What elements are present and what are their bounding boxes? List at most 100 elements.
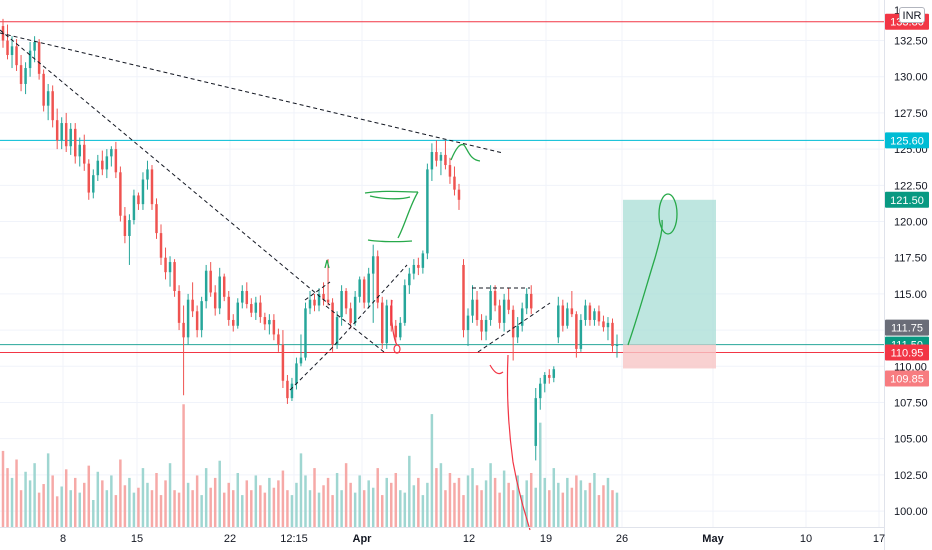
volume-bar bbox=[295, 482, 298, 527]
time-tick-label: 12 bbox=[463, 533, 475, 545]
price-tick-label: 107.50 bbox=[894, 397, 928, 409]
volume-bar bbox=[403, 492, 407, 527]
candle-body bbox=[430, 152, 434, 170]
candle-body bbox=[480, 319, 483, 332]
volume-bar bbox=[195, 475, 199, 527]
volume-bar bbox=[146, 482, 149, 527]
candle-body bbox=[51, 91, 54, 121]
flag-line-bottom[interactable] bbox=[477, 302, 551, 353]
wedge-line-left-up[interactable] bbox=[304, 281, 331, 301]
volume-bar bbox=[484, 480, 488, 527]
volume-bar bbox=[548, 490, 551, 527]
volume-bar bbox=[37, 492, 41, 527]
price-axis[interactable]: 132.50130.00127.50125.00122.50120.00117.… bbox=[884, 0, 928, 550]
volume-bar bbox=[539, 422, 542, 527]
freehand-target-arrow[interactable] bbox=[627, 219, 663, 346]
volume-bar bbox=[417, 477, 420, 527]
volume-bar bbox=[182, 404, 185, 527]
candle-body bbox=[484, 319, 488, 332]
volume-bar bbox=[286, 490, 289, 527]
freehand-hook[interactable] bbox=[450, 143, 481, 162]
candle-body bbox=[33, 41, 36, 51]
cross-line-2[interactable] bbox=[329, 264, 408, 351]
volume-bar bbox=[317, 492, 321, 527]
volume-bar bbox=[471, 468, 474, 527]
candle-body bbox=[105, 156, 109, 170]
volume-bar bbox=[227, 482, 230, 527]
volume-bar bbox=[232, 490, 235, 527]
freehand-target-circle[interactable] bbox=[658, 193, 678, 235]
candle-body bbox=[412, 264, 416, 274]
candle-body bbox=[195, 311, 199, 331]
price-tag bbox=[885, 370, 929, 387]
candle-body bbox=[385, 305, 388, 344]
candle-body bbox=[475, 299, 479, 320]
price-tick-label: 115.00 bbox=[894, 289, 927, 301]
volume-bar bbox=[371, 487, 375, 527]
time-axis[interactable]: 8 15 22 12:15 Apr 12 19 26 May 10 17 bbox=[0, 527, 885, 546]
volume-bar bbox=[177, 492, 181, 527]
freehand-small-circle[interactable] bbox=[393, 344, 401, 354]
price-tick-label: 127.50 bbox=[894, 108, 928, 120]
price-tag-label: 111.75 bbox=[891, 323, 923, 335]
volume-bar bbox=[408, 455, 411, 527]
candle-body bbox=[150, 169, 154, 205]
candle-body bbox=[110, 149, 113, 157]
trendline-lower[interactable] bbox=[0, 29, 331, 306]
candle-body bbox=[602, 321, 605, 328]
freehand-red-curve[interactable] bbox=[390, 299, 398, 346]
wedge-line-left-down[interactable] bbox=[289, 349, 331, 391]
candle-body bbox=[453, 176, 456, 190]
volume-bar bbox=[155, 473, 158, 527]
candle-body bbox=[529, 293, 533, 309]
volume-bar bbox=[33, 463, 36, 527]
volume-bar bbox=[159, 495, 163, 527]
price-tag-label: 110.95 bbox=[891, 348, 924, 360]
volume-bar bbox=[290, 495, 294, 527]
volume-bar bbox=[299, 453, 303, 527]
candle-body bbox=[511, 309, 515, 338]
volume-bar bbox=[362, 490, 366, 527]
volume-bar bbox=[6, 468, 9, 527]
volume-bar bbox=[399, 490, 402, 527]
candle-body bbox=[177, 291, 181, 323]
volume-bar bbox=[453, 482, 456, 527]
trendline-upper[interactable] bbox=[0, 32, 504, 154]
candle-body bbox=[64, 123, 68, 147]
candle-body bbox=[28, 50, 32, 69]
freehand-tick[interactable] bbox=[324, 259, 330, 269]
currency-label[interactable]: INR bbox=[899, 7, 925, 23]
volume-bar bbox=[141, 468, 145, 527]
candle-body bbox=[349, 308, 352, 323]
volume-bar bbox=[128, 477, 131, 527]
cross-line-1[interactable] bbox=[325, 305, 385, 353]
candle-body bbox=[15, 46, 18, 66]
user-drawings[interactable] bbox=[0, 29, 678, 531]
stop-zone[interactable] bbox=[623, 344, 716, 369]
volume-bar bbox=[46, 453, 50, 527]
volume-bar bbox=[105, 490, 109, 527]
volume-bar bbox=[493, 477, 497, 527]
long-position-tool[interactable] bbox=[623, 199, 716, 369]
volume-bar bbox=[394, 473, 398, 527]
candle-body bbox=[155, 204, 158, 234]
freehand-red-down[interactable] bbox=[489, 354, 531, 531]
candle-body bbox=[6, 40, 9, 56]
candle-body bbox=[417, 264, 420, 268]
candle-body bbox=[132, 195, 136, 221]
price-tags: 133.80125.60121.50111.75111.50110.95109.… bbox=[885, 13, 929, 387]
candle-body bbox=[322, 293, 325, 300]
volume-bar bbox=[132, 492, 136, 527]
target-zone[interactable] bbox=[623, 199, 716, 345]
volume-bar bbox=[498, 492, 501, 527]
volume-bar bbox=[579, 480, 583, 527]
candle-body bbox=[263, 317, 267, 325]
candle-body bbox=[394, 325, 398, 338]
price-tick-label: 132.50 bbox=[894, 36, 928, 48]
price-tag-label: 125.60 bbox=[890, 135, 924, 147]
candle-body bbox=[286, 380, 289, 399]
freehand-z[interactable] bbox=[364, 190, 419, 243]
volume-bar bbox=[263, 492, 267, 527]
volume-bar bbox=[588, 482, 592, 527]
